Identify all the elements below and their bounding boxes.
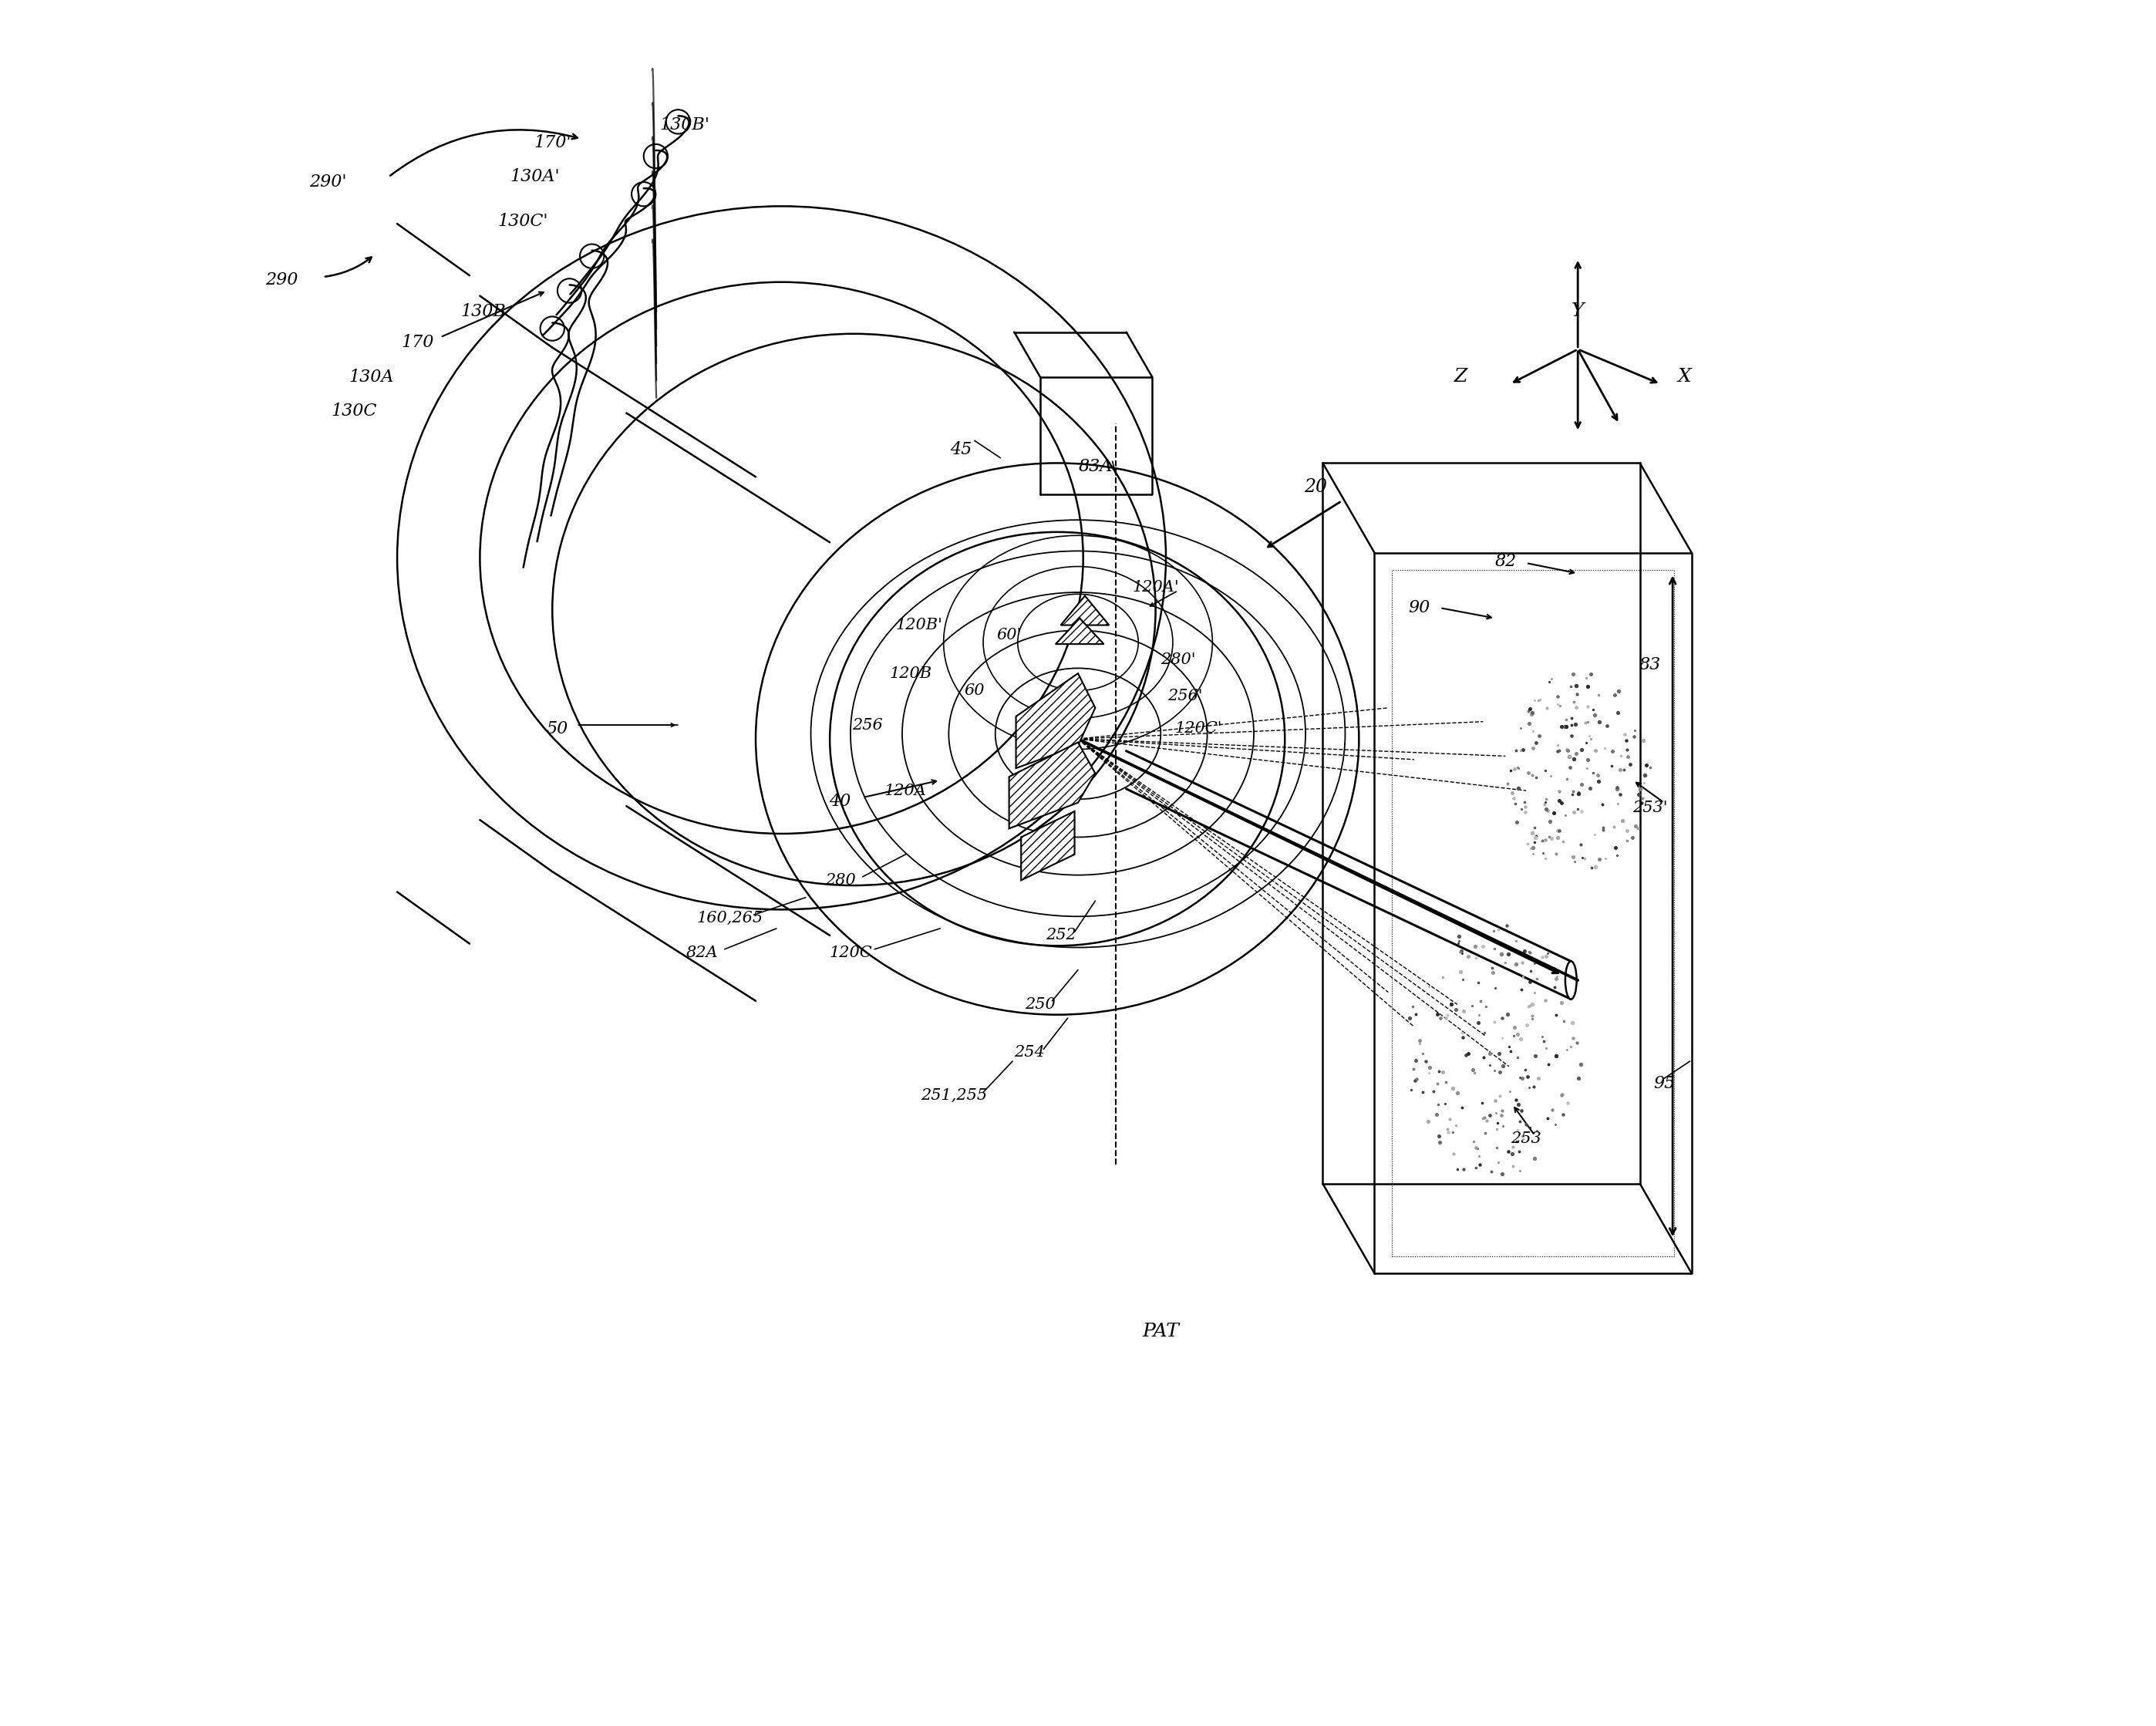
Text: 45: 45 xyxy=(951,440,972,457)
Text: PAT: PAT xyxy=(1143,1324,1179,1341)
Text: 83: 83 xyxy=(1639,656,1660,673)
Text: 252: 252 xyxy=(1046,929,1076,942)
Text: 280': 280' xyxy=(1160,652,1197,666)
Text: 251,255: 251,255 xyxy=(921,1089,987,1103)
Text: 60: 60 xyxy=(964,683,985,697)
Polygon shape xyxy=(1015,673,1095,768)
Text: 130A: 130A xyxy=(349,368,395,385)
Text: 130B': 130B' xyxy=(660,117,709,133)
Text: 256': 256' xyxy=(1166,689,1203,702)
Text: 90: 90 xyxy=(1408,599,1429,616)
Text: 130C': 130C' xyxy=(498,214,548,230)
Text: 170': 170' xyxy=(533,135,571,150)
Text: 250: 250 xyxy=(1024,998,1056,1011)
Text: 130B: 130B xyxy=(461,302,507,319)
Text: 170: 170 xyxy=(401,333,433,350)
Text: 253': 253' xyxy=(1632,801,1669,815)
Text: 290: 290 xyxy=(265,273,298,288)
Text: 290': 290' xyxy=(310,174,347,190)
Text: 50: 50 xyxy=(548,720,569,737)
Text: 40: 40 xyxy=(830,792,852,809)
Polygon shape xyxy=(1061,595,1108,625)
Text: 120A: 120A xyxy=(884,784,927,797)
Text: 280: 280 xyxy=(826,873,856,887)
Text: 130C: 130C xyxy=(332,402,377,419)
Text: 120C: 120C xyxy=(830,946,871,960)
Text: 120B: 120B xyxy=(890,666,931,680)
Ellipse shape xyxy=(1565,961,1576,999)
Text: 82: 82 xyxy=(1494,552,1516,570)
Text: 83A: 83A xyxy=(1078,457,1112,475)
Text: Y: Y xyxy=(1572,302,1585,321)
Text: Z: Z xyxy=(1453,368,1468,385)
Text: 120A': 120A' xyxy=(1132,580,1179,594)
Text: 130A': 130A' xyxy=(511,169,561,185)
Text: 120B': 120B' xyxy=(897,618,942,632)
Text: 20: 20 xyxy=(1304,478,1328,495)
Text: 160,265: 160,265 xyxy=(696,911,763,925)
Text: 82A: 82A xyxy=(686,946,718,960)
Polygon shape xyxy=(1022,811,1074,880)
Polygon shape xyxy=(1009,742,1095,828)
Text: X: X xyxy=(1677,368,1692,385)
Text: 95: 95 xyxy=(1654,1075,1675,1093)
Polygon shape xyxy=(1056,618,1104,644)
Text: 256: 256 xyxy=(852,718,884,732)
Text: 60': 60' xyxy=(996,628,1022,642)
Text: 120C': 120C' xyxy=(1175,721,1222,735)
Text: 254: 254 xyxy=(1015,1046,1046,1060)
Text: 253: 253 xyxy=(1511,1132,1542,1146)
